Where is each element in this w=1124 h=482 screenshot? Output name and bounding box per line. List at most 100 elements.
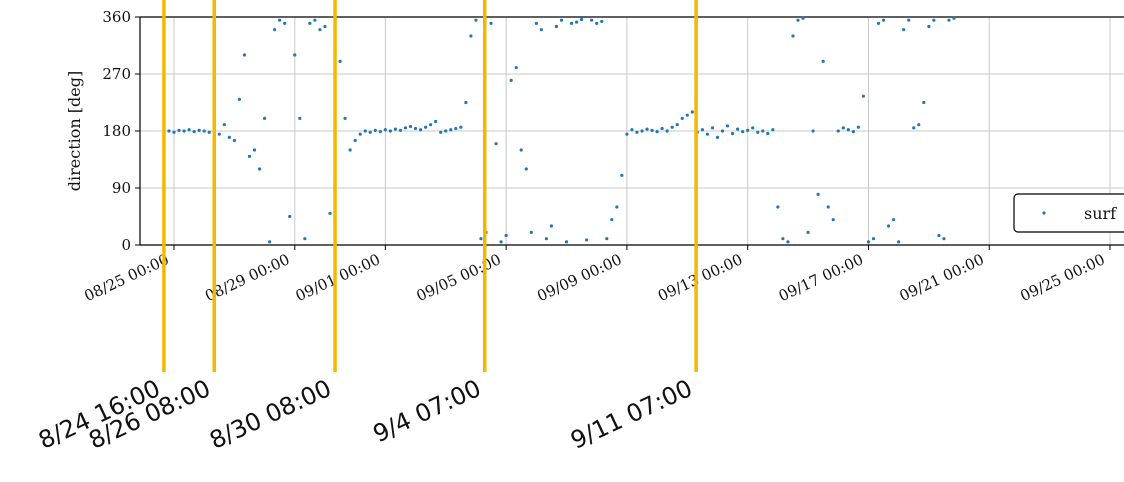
data-point bbox=[927, 24, 931, 29]
data-point bbox=[479, 237, 483, 241]
data-point bbox=[811, 129, 815, 133]
data-point bbox=[746, 128, 750, 132]
data-point bbox=[418, 128, 423, 132]
data-point bbox=[776, 205, 780, 209]
data-point bbox=[851, 130, 855, 134]
data-point bbox=[826, 205, 830, 209]
data-point bbox=[741, 130, 745, 134]
data-point bbox=[514, 66, 518, 70]
data-point bbox=[353, 138, 357, 143]
data-point bbox=[821, 59, 825, 63]
data-point bbox=[922, 100, 926, 105]
y-axis-label: direction [deg] bbox=[65, 71, 84, 191]
data-point bbox=[293, 53, 297, 57]
y-tick-label: 0 bbox=[121, 236, 131, 254]
data-point bbox=[660, 126, 664, 131]
legend-box bbox=[1013, 193, 1124, 233]
data-point bbox=[403, 126, 408, 130]
data-point bbox=[736, 127, 740, 131]
y-tick-label: 360 bbox=[102, 8, 131, 26]
data-point bbox=[358, 132, 362, 136]
x-tick-label: 09/01 00:00 bbox=[293, 250, 383, 305]
data-point bbox=[605, 237, 609, 241]
legend: surf bbox=[1013, 193, 1124, 233]
data-point bbox=[600, 19, 604, 24]
data-point bbox=[449, 128, 453, 132]
y-tick-label: 90 bbox=[112, 179, 131, 197]
data-point bbox=[680, 116, 684, 120]
data-point bbox=[283, 21, 287, 25]
data-point bbox=[866, 240, 871, 244]
data-point bbox=[393, 127, 398, 131]
data-point bbox=[187, 128, 191, 132]
data-point bbox=[348, 148, 352, 152]
data-point bbox=[247, 154, 252, 158]
data-point bbox=[886, 224, 891, 228]
data-point bbox=[730, 131, 735, 136]
data-point bbox=[172, 130, 176, 134]
data-point bbox=[917, 123, 921, 127]
data-point bbox=[574, 20, 579, 24]
data-point bbox=[625, 132, 629, 136]
data-point bbox=[363, 129, 367, 133]
data-point bbox=[469, 34, 473, 38]
data-point bbox=[303, 237, 307, 241]
data-point bbox=[871, 237, 876, 241]
data-point bbox=[715, 135, 720, 139]
data-point bbox=[328, 211, 332, 215]
data-point bbox=[494, 142, 498, 146]
data-point bbox=[675, 123, 679, 127]
data-point bbox=[710, 126, 715, 130]
data-point bbox=[489, 21, 493, 25]
data-point bbox=[640, 129, 644, 133]
data-point bbox=[554, 24, 559, 29]
data-point bbox=[388, 129, 392, 133]
data-point bbox=[529, 230, 533, 234]
data-point bbox=[892, 218, 896, 222]
data-point bbox=[429, 123, 433, 127]
data-point bbox=[585, 238, 589, 242]
data-point bbox=[237, 97, 242, 101]
data-point bbox=[756, 130, 760, 134]
data-point bbox=[670, 125, 674, 129]
annotation-label: 8/30 08:00 bbox=[205, 374, 335, 455]
data-point bbox=[861, 94, 866, 98]
y-tick-label: 180 bbox=[102, 122, 131, 140]
data-point bbox=[635, 130, 639, 134]
annotation-label: 9/11 07:00 bbox=[566, 374, 696, 455]
data-point bbox=[720, 129, 725, 133]
data-point bbox=[323, 24, 327, 29]
data-point bbox=[398, 128, 403, 132]
data-point bbox=[791, 34, 795, 38]
x-tick-label: 09/21 00:00 bbox=[897, 250, 987, 305]
data-point bbox=[907, 18, 911, 22]
data-point bbox=[725, 124, 730, 128]
data-point bbox=[781, 237, 785, 241]
data-point bbox=[831, 218, 835, 222]
x-tick-label: 09/05 00:00 bbox=[414, 250, 504, 305]
data-point bbox=[262, 116, 267, 120]
data-point bbox=[876, 21, 881, 25]
data-point bbox=[373, 128, 377, 132]
data-point bbox=[580, 17, 584, 22]
data-point bbox=[549, 224, 554, 228]
data-point bbox=[459, 125, 463, 129]
data-point bbox=[836, 129, 840, 133]
data-point bbox=[766, 131, 770, 136]
data-point bbox=[207, 130, 211, 134]
points-layer bbox=[162, 16, 956, 244]
data-point bbox=[534, 21, 538, 25]
data-point bbox=[313, 18, 317, 22]
data-point bbox=[761, 129, 765, 133]
data-point bbox=[856, 125, 860, 129]
y-tick-label: 270 bbox=[102, 65, 131, 83]
data-point bbox=[278, 18, 282, 22]
data-point bbox=[630, 128, 634, 132]
data-point bbox=[771, 128, 775, 132]
legend-marker bbox=[1042, 211, 1046, 215]
data-point bbox=[378, 130, 382, 134]
annotation-layer: 8/24 16:008/26 08:008/30 08:00 9/4 07:00 9… bbox=[34, 0, 698, 455]
data-point bbox=[912, 126, 916, 130]
data-point bbox=[408, 124, 413, 129]
